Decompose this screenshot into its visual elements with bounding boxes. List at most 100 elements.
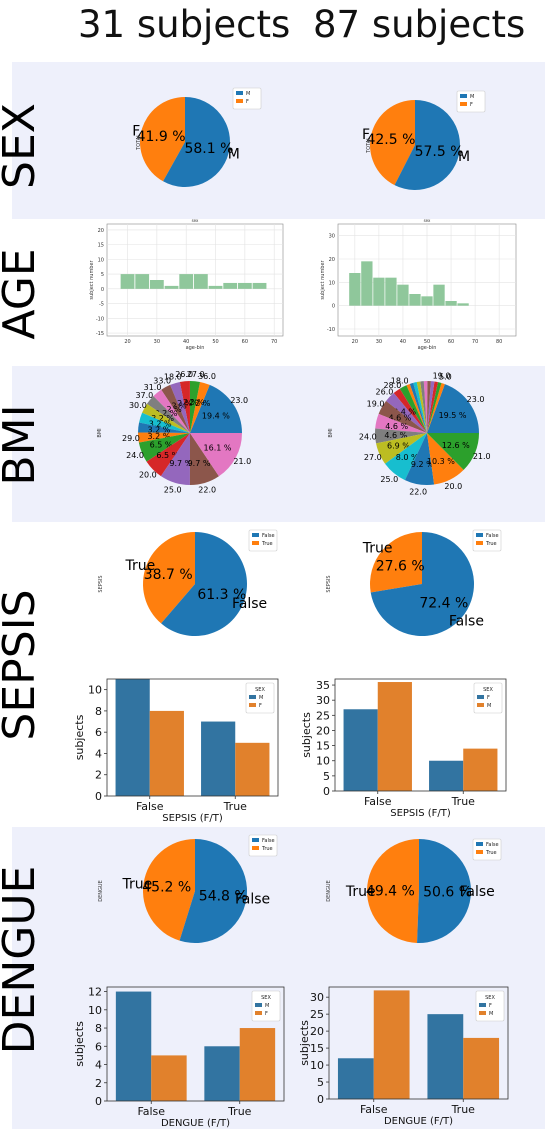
pie-pct-label: 58.1 % <box>184 141 233 157</box>
y-tick-label: 0 <box>95 1095 102 1108</box>
pie-pct-label: 3.2 % <box>170 399 193 408</box>
x-tick-label: 60 <box>242 339 248 345</box>
y-tick-label: 20 <box>316 724 330 737</box>
histogram-bar <box>433 284 445 306</box>
legend-label: M <box>487 703 491 709</box>
pie-slice <box>386 393 427 433</box>
pie-slice <box>179 381 190 433</box>
y-tick-label: 15 <box>98 243 104 249</box>
y-axis-label: subjects <box>298 1020 311 1066</box>
pie-pct-label: 50.6 % <box>423 885 472 901</box>
pie-slice <box>370 100 415 186</box>
pie-category-label: 20.0 <box>139 471 157 480</box>
pie-pct-label: 38.7 % <box>144 567 193 583</box>
y-tick-label: 5 <box>323 770 330 783</box>
y-tick-label: 10 <box>310 1059 324 1072</box>
legend-swatch <box>255 1003 262 1007</box>
y-axis-label: subject number <box>89 259 95 299</box>
header-left-count: 31 subjects <box>78 3 291 46</box>
y-tick-label: 5 <box>317 1076 324 1089</box>
bar <box>115 679 150 796</box>
histogram-bar <box>457 303 469 306</box>
pie-slice <box>409 382 427 433</box>
legend-title: SEX <box>485 995 495 1001</box>
pie-slice <box>139 97 185 182</box>
pie-category-label: 28.0 <box>384 381 402 390</box>
pie-pct-label: 16.1 % <box>204 444 232 453</box>
pie-category-label: False <box>460 884 495 900</box>
legend-swatch <box>477 695 484 699</box>
x-tick-label: True <box>451 1103 476 1116</box>
pie-slice <box>423 381 428 433</box>
pie-slice <box>161 532 247 636</box>
y-tick-label: 15 <box>316 740 330 753</box>
pie-pct-label: 19.5 % <box>439 411 467 420</box>
y-tick-label: 20 <box>310 1025 324 1038</box>
legend-label: F <box>489 1003 492 1009</box>
legend-label: True <box>485 541 497 547</box>
legend-label: True <box>261 846 273 852</box>
pie-slice <box>420 381 427 433</box>
pie-slice <box>190 433 242 477</box>
y-tick-label: 20 <box>329 257 335 263</box>
y-tick-label: 30 <box>316 694 330 707</box>
pie-slice <box>427 381 435 433</box>
sepsis-pie-31: 61.3 %38.7 % False True SEPSIS False True <box>98 529 278 636</box>
pie-slice <box>385 433 427 481</box>
x-tick-label: 20 <box>352 339 358 345</box>
pie-slice <box>427 384 479 433</box>
bar <box>377 682 412 791</box>
pie-slice <box>163 97 230 187</box>
pie-ylabel: TOTAL <box>136 134 142 151</box>
legend-label: M <box>265 1003 269 1009</box>
pie-slice <box>370 532 474 636</box>
y-tick-label: 0 <box>323 785 330 798</box>
pie-category-label: 19.0 <box>433 372 451 381</box>
x-tick-label: False <box>364 795 392 808</box>
pie-slice <box>427 382 442 433</box>
pie-category-label: 22.0 <box>198 486 216 495</box>
legend-label: M <box>470 94 474 100</box>
pie-ylabel: BMI <box>328 428 334 437</box>
histogram-bar <box>164 285 179 289</box>
legend-swatch <box>236 91 243 95</box>
pie-slice <box>138 432 190 443</box>
pie-slice <box>190 384 242 433</box>
bmi-pie-87: 19.5 %23.05.019.018.028.03.4 %26.04.6 %1… <box>328 372 491 497</box>
pie-ylabel: BMI <box>97 428 103 437</box>
sepsis-pie-87: 72.4 % 27.6 % False True SEPSIS False True <box>326 529 502 636</box>
legend-swatch <box>255 1011 262 1015</box>
pie-pct-label: 8.0 % <box>396 453 419 462</box>
pie-category-label: True <box>125 558 156 574</box>
chart-title: sex <box>424 218 431 223</box>
x-tick-label: False <box>136 800 164 813</box>
y-tick-label: 20 <box>98 228 104 234</box>
x-tick-label: 50 <box>212 339 218 345</box>
bar <box>427 1014 464 1099</box>
pie-slice <box>143 839 195 941</box>
x-tick-label: 60 <box>448 339 454 345</box>
y-tick-label: 6 <box>95 1040 102 1053</box>
pie-pct-label: 3.2 % <box>147 432 170 441</box>
pie-pct-label: 45.2 % <box>142 880 191 896</box>
y-axis-label: subjects <box>300 712 313 758</box>
pie-category-label: 24.0 <box>359 432 377 441</box>
row-label-dengue: DENGUE <box>0 865 45 1055</box>
x-tick-label: False <box>360 1103 388 1116</box>
pie-category-label: True <box>362 540 393 556</box>
pie-slice <box>190 381 210 433</box>
histogram-bar <box>409 294 421 306</box>
pie-category-label: 25.0 <box>164 486 182 495</box>
pie-pct-label: 4.6 % <box>385 422 408 431</box>
y-tick-label: 10 <box>316 755 330 768</box>
legend-swatch <box>252 533 259 537</box>
histogram-bar <box>421 296 433 306</box>
legend-label: M <box>259 695 263 701</box>
pie-slice <box>427 383 445 433</box>
pie-slice <box>413 382 427 433</box>
pie-pct-label: 4.6 % <box>388 414 411 423</box>
pie-category-label: 20.0 <box>444 482 462 491</box>
histogram-bar <box>252 282 267 289</box>
